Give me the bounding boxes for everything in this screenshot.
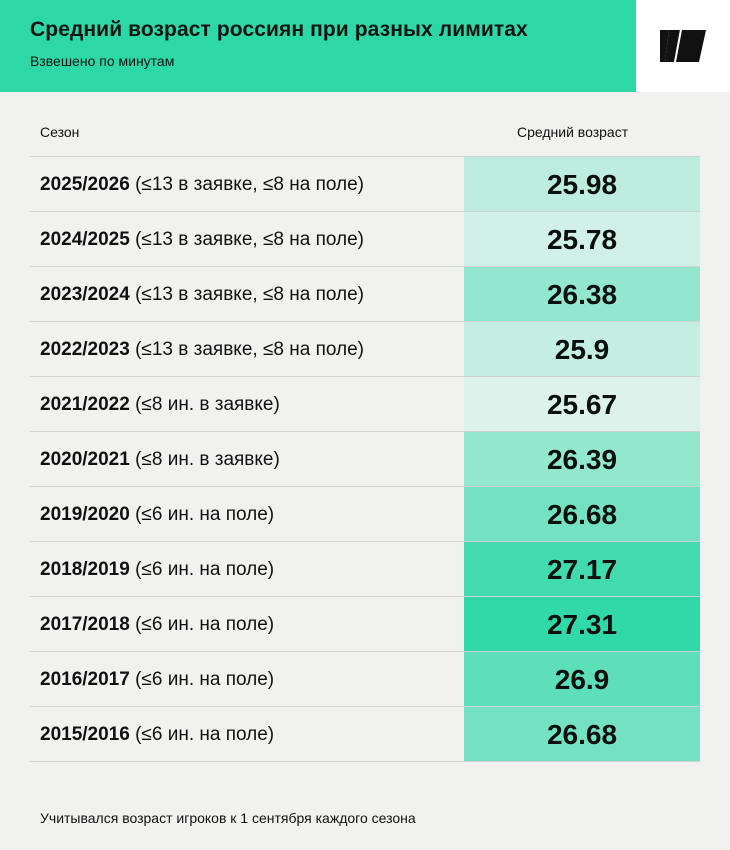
season-limit: (≤6 ин. на поле)	[129, 724, 275, 745]
season-label: 2025/2026 (≤13 в заявке, ≤8 на поле)	[40, 157, 364, 211]
season-label: 2018/2019 (≤6 ин. на поле)	[40, 542, 274, 596]
age-value-cell: 26.9	[464, 652, 700, 706]
page-title: Средний возраст россиян при разных лимит…	[30, 18, 528, 41]
age-table: 2025/2026 (≤13 в заявке, ≤8 на поле) 25.9…	[30, 156, 700, 762]
age-value-cell: 26.39	[464, 432, 700, 486]
age-value-cell: 27.31	[464, 597, 700, 651]
table-row: 2017/2018 (≤6 ин. на поле) 27.31	[30, 597, 700, 652]
age-value-cell: 26.68	[464, 707, 700, 761]
season-limit: (≤6 ин. на поле)	[129, 669, 275, 690]
table-row: 2022/2023 (≤13 в заявке, ≤8 на поле) 25.9	[30, 322, 700, 377]
age-value-cell: 27.17	[464, 542, 700, 596]
season-year: 2016/2017	[40, 669, 130, 690]
season-label: 2024/2025 (≤13 в заявке, ≤8 на поле)	[40, 212, 364, 266]
column-header-age: Средний возраст	[517, 124, 629, 140]
season-year: 2021/2022	[40, 394, 130, 415]
season-limit: (≤8 ин. в заявке)	[129, 394, 280, 415]
season-year: 2019/2020	[40, 504, 130, 525]
season-limit: (≤8 ин. в заявке)	[129, 449, 280, 470]
season-limit: (≤13 в заявке, ≤8 на поле)	[129, 339, 364, 360]
table-row: 2015/2016 (≤6 ин. на поле) 26.68	[30, 707, 700, 762]
age-value-cell: 25.78	[464, 212, 700, 266]
season-year: 2025/2026	[40, 174, 130, 195]
season-year: 2022/2023	[40, 339, 130, 360]
age-value-cell: 25.67	[464, 377, 700, 431]
age-value-cell: 26.68	[464, 487, 700, 541]
header-banner: Средний возраст россиян при разных лимит…	[0, 0, 636, 92]
table-row: 2020/2021 (≤8 ин. в заявке) 26.39	[30, 432, 700, 487]
table-row: 2023/2024 (≤13 в заявке, ≤8 на поле) 26.3…	[30, 267, 700, 322]
table-row: 2016/2017 (≤6 ин. на поле) 26.9	[30, 652, 700, 707]
season-year: 2015/2016	[40, 724, 130, 745]
logo-box	[636, 0, 730, 92]
season-year: 2017/2018	[40, 614, 130, 635]
season-year: 2024/2025	[40, 229, 130, 250]
season-limit: (≤6 ин. на поле)	[129, 504, 275, 525]
season-label: 2015/2016 (≤6 ин. на поле)	[40, 707, 274, 761]
season-label: 2021/2022 (≤8 ин. в заявке)	[40, 377, 280, 431]
age-value-cell: 26.38	[464, 267, 700, 321]
age-value-cell: 25.98	[464, 157, 700, 211]
season-year: 2020/2021	[40, 449, 130, 470]
season-limit: (≤13 в заявке, ≤8 на поле)	[129, 174, 364, 195]
season-label: 2022/2023 (≤13 в заявке, ≤8 на поле)	[40, 322, 364, 376]
column-header-season: Сезон	[40, 124, 80, 140]
season-limit: (≤6 ин. на поле)	[129, 559, 275, 580]
table-row: 2021/2022 (≤8 ин. в заявке) 25.67	[30, 377, 700, 432]
age-value-cell: 25.9	[464, 322, 700, 376]
season-year: 2018/2019	[40, 559, 130, 580]
table-row: 2025/2026 (≤13 в заявке, ≤8 на поле) 25.9…	[30, 156, 700, 212]
season-label: 2023/2024 (≤13 в заявке, ≤8 на поле)	[40, 267, 364, 321]
season-limit: (≤6 ин. на поле)	[129, 614, 275, 635]
season-label: 2016/2017 (≤6 ин. на поле)	[40, 652, 274, 706]
season-limit: (≤13 в заявке, ≤8 на поле)	[129, 229, 364, 250]
season-label: 2019/2020 (≤6 ин. на поле)	[40, 487, 274, 541]
season-year: 2023/2024	[40, 284, 130, 305]
season-label: 2017/2018 (≤6 ин. на поле)	[40, 597, 274, 651]
sports-logo-icon	[660, 30, 706, 62]
table-row: 2019/2020 (≤6 ин. на поле) 26.68	[30, 487, 700, 542]
page-subtitle: Взвешено по минутам	[30, 53, 175, 69]
season-label: 2020/2021 (≤8 ин. в заявке)	[40, 432, 280, 486]
footnote: Учитывался возраст игроков к 1 сентября …	[40, 810, 416, 826]
table-row: 2024/2025 (≤13 в заявке, ≤8 на поле) 25.7…	[30, 212, 700, 267]
table-row: 2018/2019 (≤6 ин. на поле) 27.17	[30, 542, 700, 597]
season-limit: (≤13 в заявке, ≤8 на поле)	[129, 284, 364, 305]
